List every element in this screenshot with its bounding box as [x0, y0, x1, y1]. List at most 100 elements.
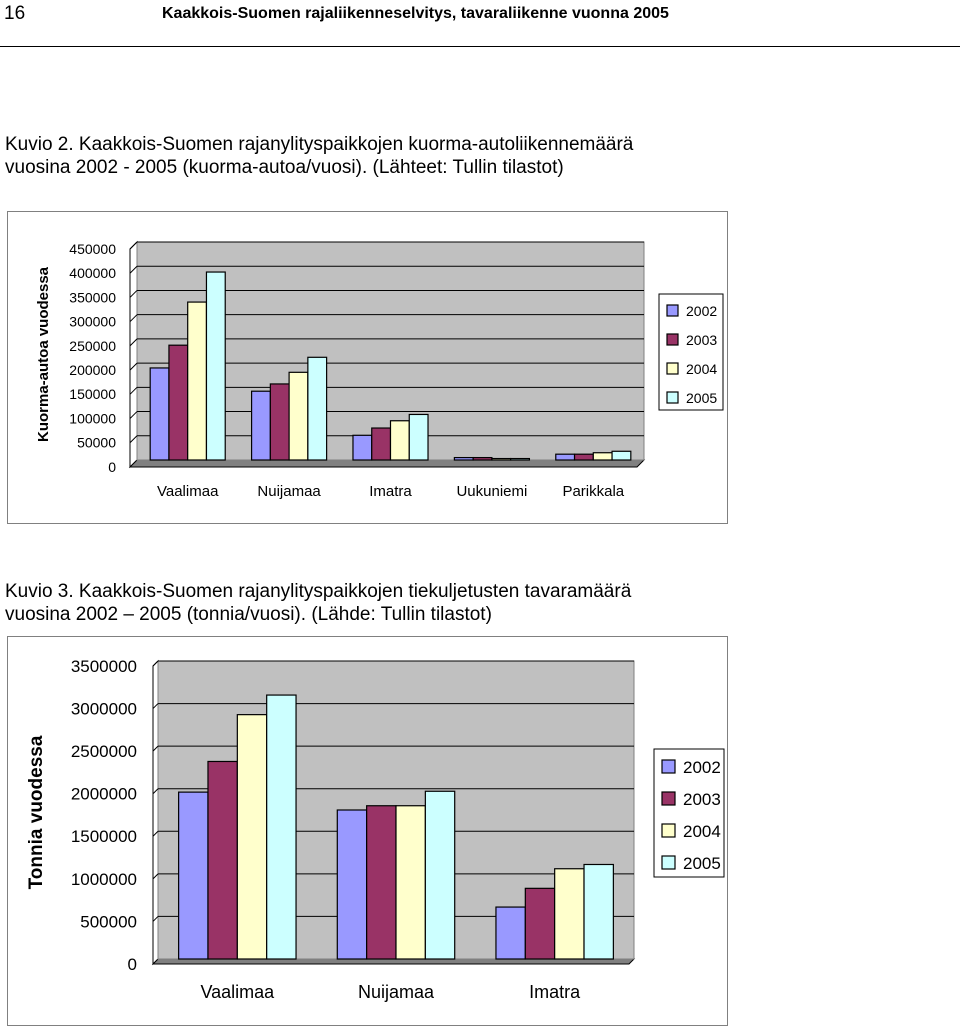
bar-2004 [187, 301, 208, 461]
chart-truck-traffic-svg: 0 50000 100000 150000 200000 250000 300000 3500… [35, 240, 724, 500]
y-tick-label: 500000 [80, 912, 137, 931]
y-tick-label: 150000 [69, 386, 116, 402]
gridline-depth [152, 916, 159, 922]
y-tick-label: 2500000 [71, 742, 137, 761]
y-axis-title: Tonnia vuodessa [26, 735, 47, 889]
legend-label-2005: 2005 [686, 390, 717, 406]
bar-2003 [573, 453, 594, 461]
header-rule [0, 46, 960, 47]
bar-2003 [269, 383, 290, 461]
bar-2003 [371, 427, 392, 461]
bar-2005 [583, 863, 614, 960]
caption-line: Kuvio 2. Kaakkois-Suomen rajanylityspaik… [5, 134, 634, 155]
bar-2002 [149, 367, 170, 461]
y-tick-label: 200000 [69, 362, 116, 378]
bar-2003 [168, 344, 189, 461]
x-category-label: Nuijamaa [257, 483, 321, 500]
x-category-label: Vaalimaa [200, 982, 275, 1002]
y-tick-label: 1000000 [71, 870, 137, 889]
legend-swatch-2005 [666, 391, 679, 404]
bar-2002 [453, 456, 474, 461]
y-tick-label: 0 [128, 955, 137, 974]
figure-2-caption: Kuvio 2. Kaakkois-Suomen rajanylityspaik… [5, 133, 633, 179]
bar-2005 [205, 271, 226, 461]
legend-label-2003: 2003 [686, 332, 717, 348]
y-tick-label: 100000 [69, 410, 116, 426]
legend-swatch-2003 [666, 333, 679, 346]
bar-2002 [250, 390, 271, 461]
bar-2005 [611, 450, 632, 461]
bar-2005 [510, 457, 531, 461]
legend-swatch-2002 [666, 304, 679, 317]
y-tick-label: 0 [108, 459, 116, 475]
caption-line: vuosina 2002 - 2005 (kuorma-autoa/vuosi)… [5, 157, 564, 178]
gridline-depth [129, 435, 138, 444]
page-number: 16 [4, 3, 26, 24]
y-tick-label: 3500000 [71, 657, 137, 676]
y-tick-label: 350000 [69, 289, 116, 305]
gridline-depth [129, 386, 138, 395]
y-tick-label: 3000000 [71, 700, 137, 719]
bar-2004 [592, 452, 613, 461]
y-tick-label: 50000 [77, 435, 116, 451]
gridline-depth [129, 338, 138, 347]
bar-2003 [524, 887, 556, 960]
legend-label-2003: 2003 [683, 790, 721, 809]
bar-2004 [395, 805, 426, 960]
bar-2002 [352, 434, 373, 461]
x-category-label: Nuijamaa [358, 982, 435, 1002]
y-axis-title: Kuorma-autoa vuodessa [35, 266, 52, 442]
x-category-label: Imatra [369, 483, 412, 500]
gridline-depth [152, 660, 159, 667]
bar-2003 [207, 760, 238, 960]
legend-swatch-2003 [661, 791, 676, 806]
legend-label-2004: 2004 [686, 361, 717, 377]
bar-2005 [307, 356, 328, 461]
bar-2004 [236, 714, 268, 960]
gridline-depth [129, 314, 138, 323]
bar-2002 [495, 906, 526, 960]
gridline-depth [152, 745, 159, 752]
running-header: Kaakkois-Suomen rajaliikenneselvitys, ta… [162, 5, 669, 22]
gridline-depth [152, 788, 159, 795]
x-category-label: Parikkala [562, 483, 624, 500]
legend-swatch-2004 [661, 823, 676, 838]
chart-cargo-tonnage: 0 500000 1000000 1500000 2000000 2500000 30000… [7, 636, 728, 1026]
chart-cargo-tonnage-svg: 0 500000 1000000 1500000 2000000 2500000 30000… [26, 657, 725, 1002]
gridline-depth [152, 873, 159, 880]
y-tick-label: 400000 [69, 265, 116, 281]
y-tick-label: 300000 [69, 314, 116, 330]
x-category-label: Imatra [529, 982, 581, 1002]
y-tick-label: 450000 [69, 241, 116, 257]
bar-2005 [424, 790, 456, 960]
gridline-depth [129, 241, 138, 250]
bar-2004 [491, 457, 512, 461]
y-tick-label: 1500000 [71, 827, 137, 846]
legend-swatch-2005 [661, 855, 676, 870]
y-tick-label: 2000000 [71, 785, 137, 804]
bar-2003 [366, 805, 397, 960]
legend-label-2005: 2005 [683, 854, 721, 873]
legend-swatch-2004 [666, 362, 679, 375]
legend-label-2002: 2002 [683, 758, 721, 777]
bar-2004 [389, 420, 410, 461]
legend-swatch-2002 [661, 759, 676, 774]
bar-2002 [555, 453, 576, 461]
gridline-depth [129, 265, 138, 274]
plot-side-wall [129, 240, 138, 469]
gridline-depth [129, 411, 138, 419]
gridline-depth [152, 830, 159, 837]
bar-2003 [472, 456, 493, 461]
x-category-label: Uukuniemi [456, 483, 527, 500]
chart-truck-traffic: 0 50000 100000 150000 200000 250000 300000 3500… [7, 211, 728, 524]
caption-line: Kuvio 3. Kaakkois-Suomen rajanylityspaik… [5, 581, 632, 602]
caption-line: vuosina 2002 – 2005 (tonnia/vuosi). (Läh… [5, 604, 492, 625]
bar-2002 [336, 809, 368, 960]
bar-2005 [266, 694, 297, 960]
gridline-depth [152, 703, 159, 709]
plot-floor [128, 459, 646, 468]
bar-2002 [178, 791, 209, 960]
y-tick-label: 250000 [69, 338, 116, 354]
legend-label-2004: 2004 [683, 822, 721, 841]
legend-label-2002: 2002 [686, 303, 717, 319]
